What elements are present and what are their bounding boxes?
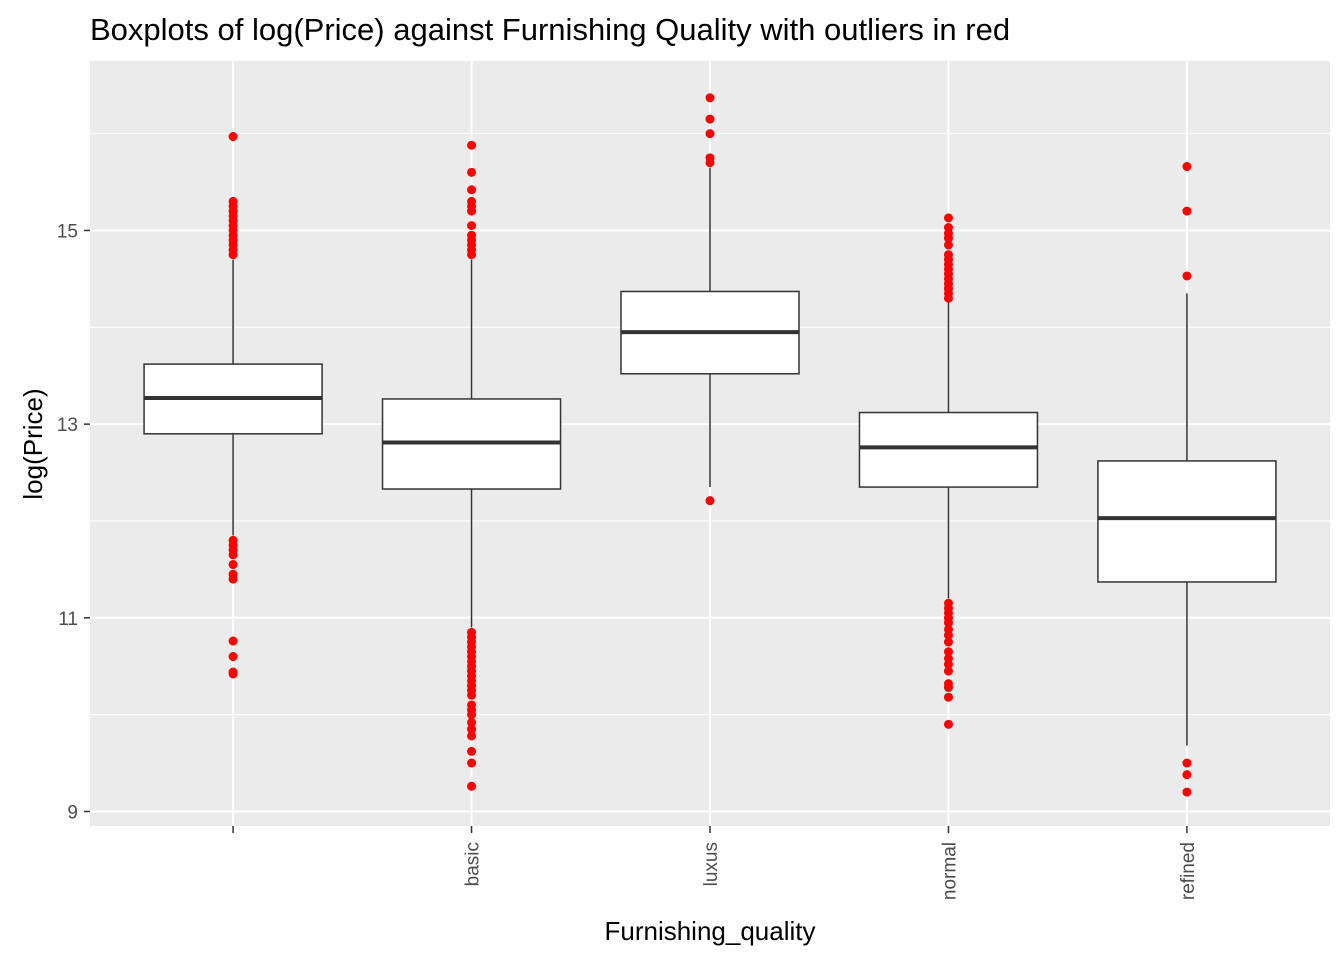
outlier-point (228, 560, 238, 570)
outlier-point (705, 114, 715, 124)
outlier-point (943, 598, 953, 608)
outlier-point (467, 700, 477, 710)
outlier-point (1182, 206, 1192, 216)
outlier-point (943, 223, 953, 233)
y-tick-label: 15 (57, 221, 78, 242)
outlier-point (705, 93, 715, 103)
outlier-point (943, 250, 953, 260)
box-normal (858, 213, 1039, 729)
outlier-point (467, 221, 477, 231)
box-blank (143, 132, 323, 679)
outlier-point (705, 496, 715, 506)
outlier-point (943, 666, 953, 676)
outlier-point (943, 692, 953, 702)
outlier-point (228, 535, 238, 545)
y-tick-label: 13 (57, 415, 78, 436)
boxes (143, 93, 1277, 797)
x-axis-title: Furnishing_quality (604, 916, 815, 946)
y-axis-title: log(Price) (18, 388, 48, 499)
outlier-point (943, 624, 953, 634)
box-refined (1097, 162, 1277, 797)
outlier-point (228, 569, 238, 579)
outlier-point (228, 667, 238, 677)
outlier-point (467, 627, 477, 637)
outlier-point (943, 240, 953, 250)
box-basic (381, 140, 562, 791)
outlier-point (467, 781, 477, 791)
x-tick-label: refined (1178, 842, 1199, 900)
outlier-point (1182, 271, 1192, 281)
outlier-point (943, 679, 953, 689)
x-tick-label: luxus (701, 842, 722, 886)
outlier-point (1182, 162, 1192, 172)
outlier-point (467, 746, 477, 756)
outlier-point (943, 647, 953, 657)
outlier-point (705, 129, 715, 139)
outlier-point (228, 636, 238, 646)
box-luxus (620, 93, 800, 506)
box-iqr (858, 411, 1039, 488)
outlier-point (467, 185, 477, 195)
outlier-point (1182, 758, 1192, 768)
outlier-point (943, 653, 953, 663)
outlier-point (943, 719, 953, 729)
y-axis: 9 11 13 15 (57, 221, 90, 823)
outlier-point (1182, 770, 1192, 780)
outlier-point (228, 196, 238, 206)
box-iqr (1097, 460, 1277, 583)
outlier-point (467, 230, 477, 240)
outlier-point (228, 652, 238, 662)
x-tick-label: normal (939, 842, 960, 900)
outlier-point (467, 731, 477, 741)
y-tick-label: 11 (58, 609, 78, 630)
outlier-point (467, 167, 477, 177)
y-tick-label: 9 (67, 802, 78, 823)
x-axis: basic luxus normal refined (232, 826, 1199, 900)
outlier-point (228, 132, 238, 142)
outlier-point (705, 153, 715, 163)
outlier-point (467, 717, 477, 727)
outlier-point (467, 758, 477, 768)
chart-title: Boxplots of log(Price) against Furnishin… (90, 12, 1010, 47)
outlier-point (467, 196, 477, 206)
outlier-point (1182, 787, 1192, 797)
outlier-point (467, 724, 477, 734)
outlier-point (943, 637, 953, 647)
outlier-point (943, 213, 953, 223)
outlier-point (467, 140, 477, 150)
x-tick-label: basic (463, 842, 484, 886)
